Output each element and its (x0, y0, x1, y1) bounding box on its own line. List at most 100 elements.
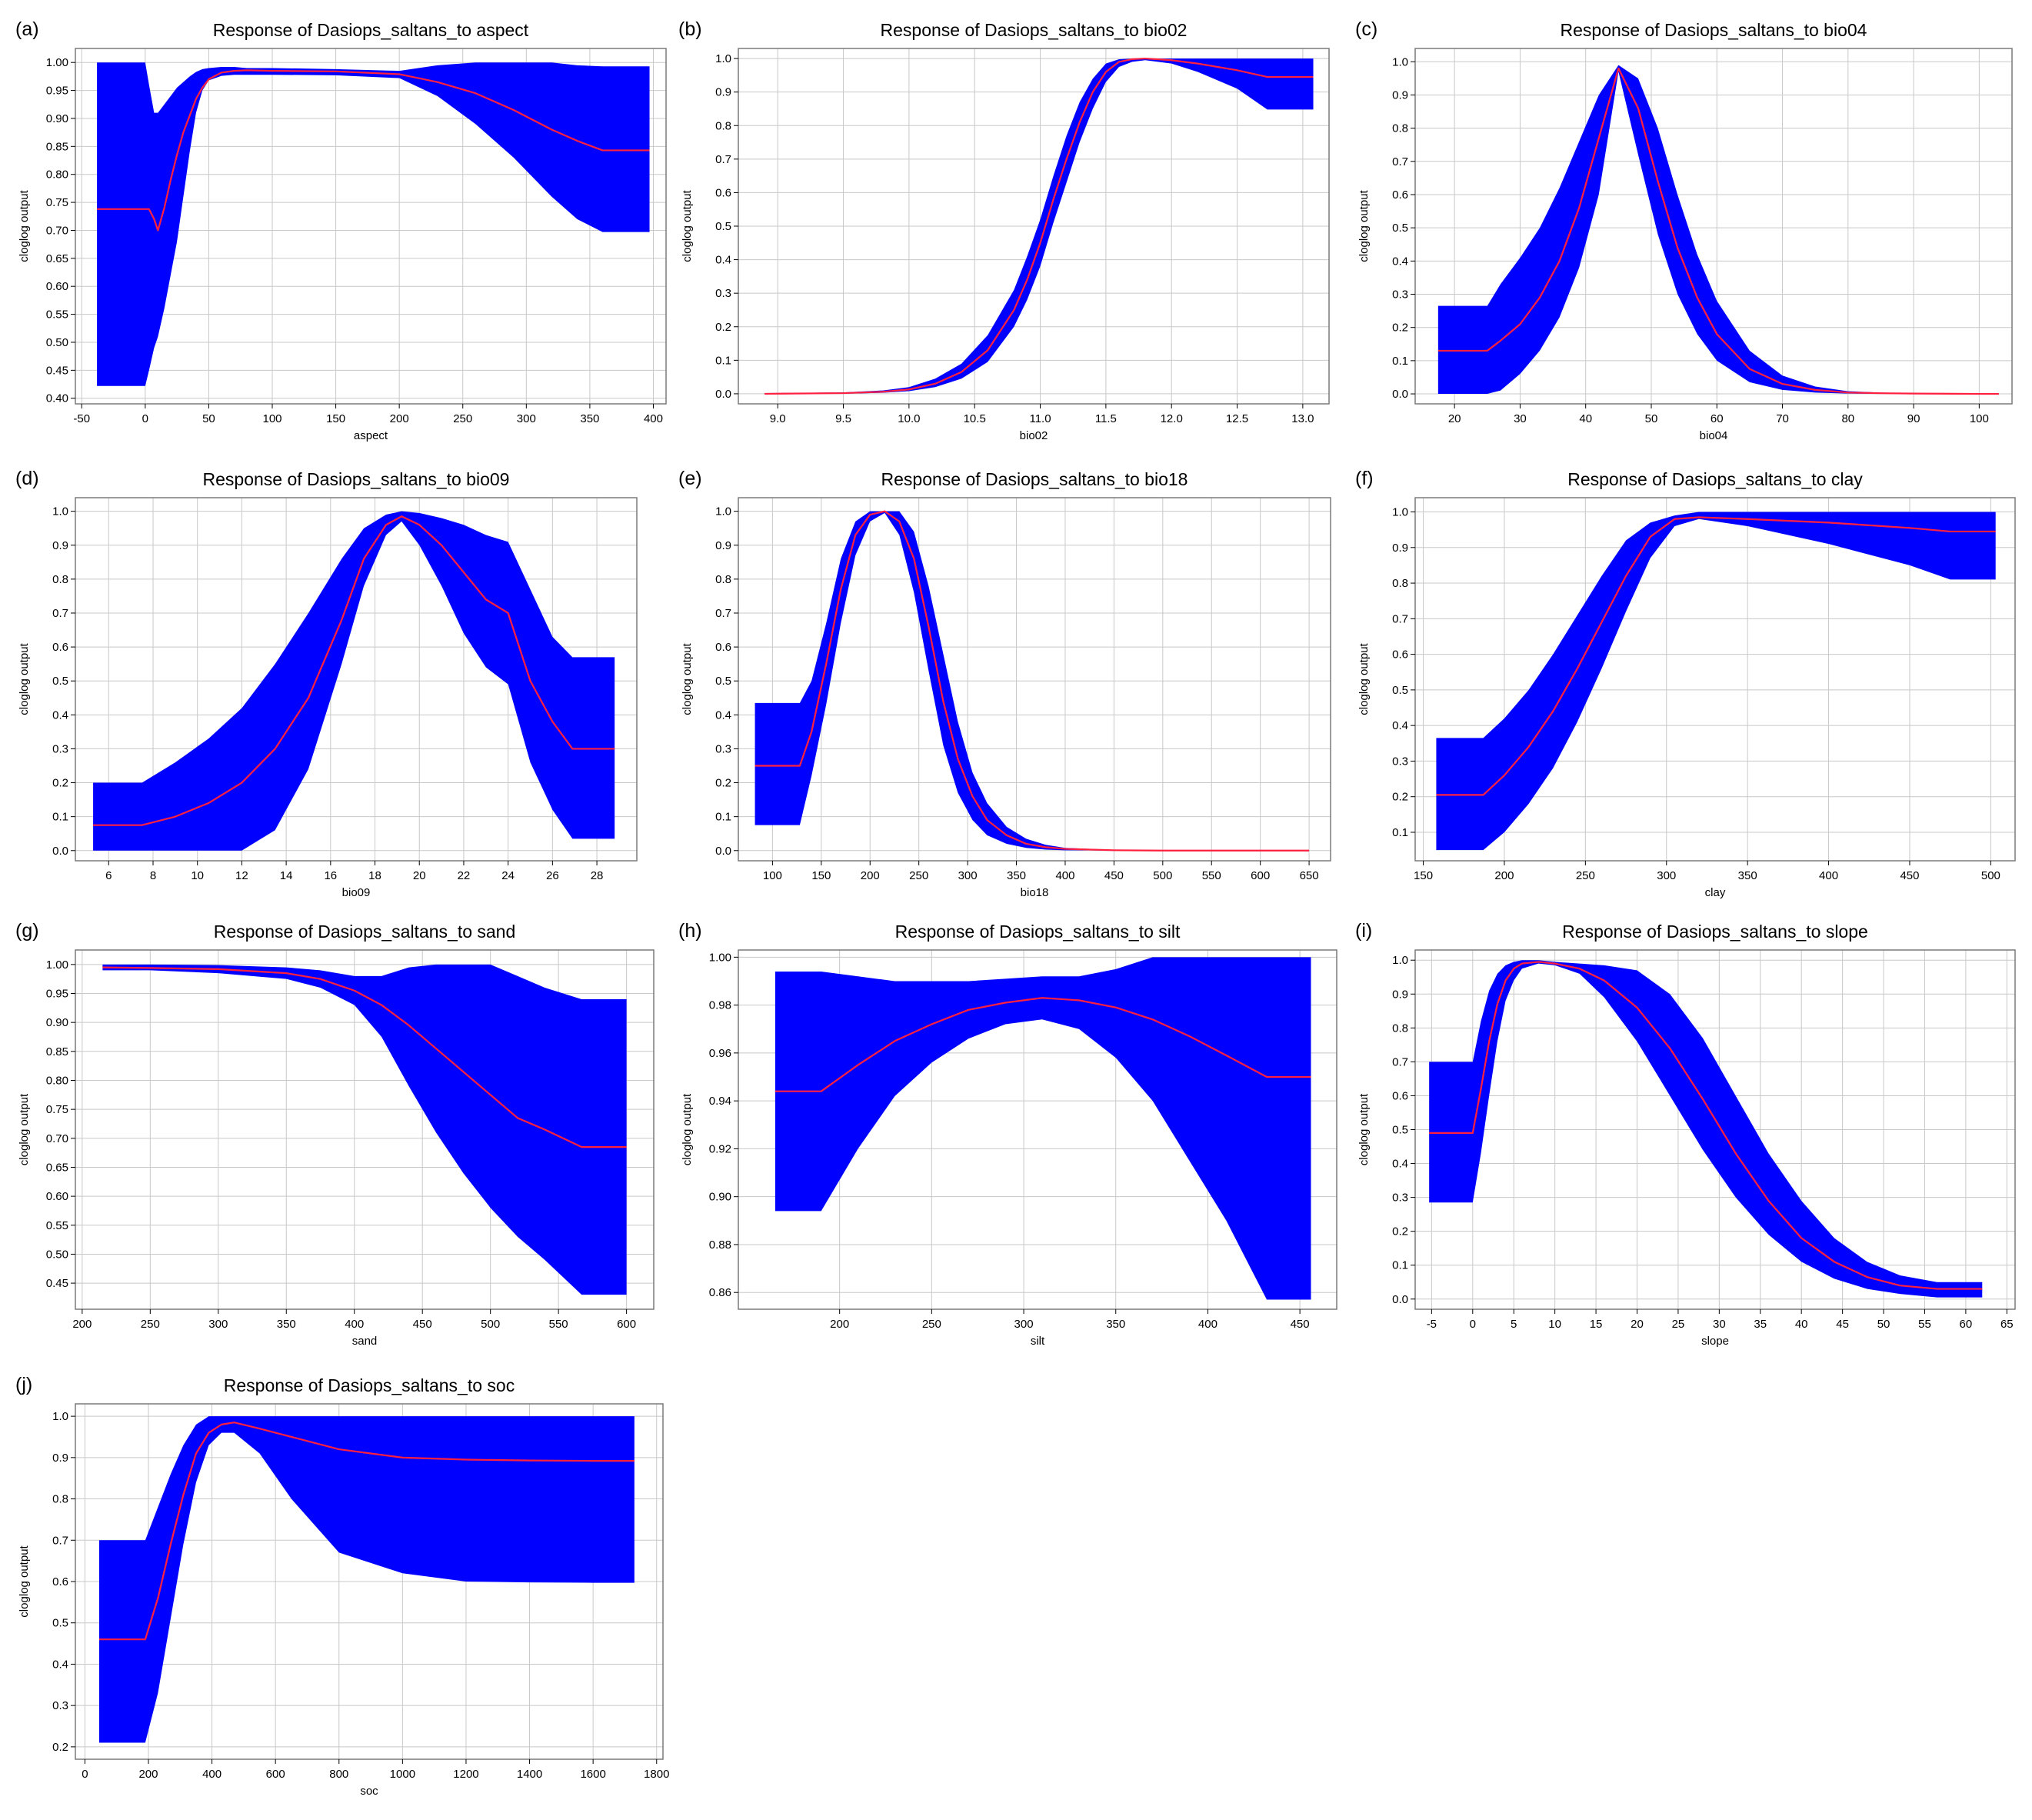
x-tick-label: 200 (138, 1768, 158, 1781)
x-tick-label: 250 (141, 1318, 160, 1331)
x-tick-label: 10.5 (964, 412, 986, 425)
x-tick-label: 600 (266, 1768, 285, 1781)
y-tick-label: 0.3 (1392, 1192, 1408, 1205)
panel-label: (d) (15, 468, 39, 489)
x-tick-label: 1000 (390, 1768, 415, 1781)
chart-title: Response of Dasiops_saltans_to aspect (213, 20, 529, 40)
y-axis-label: cloglog output (1357, 1093, 1371, 1165)
y-tick-label: 0.6 (52, 641, 68, 654)
chart-title: Response of Dasiops_saltans_to soc (224, 1375, 515, 1395)
y-tick-label: 0.3 (715, 287, 731, 300)
y-tick-label: 0.60 (46, 280, 68, 293)
y-tick-label: 0.65 (46, 1161, 68, 1174)
y-tick-label: 0.9 (52, 539, 68, 552)
x-axis-label: aspect (354, 429, 388, 442)
y-tick-label: 0.4 (52, 708, 68, 722)
plot-frame (75, 48, 667, 405)
y-tick-label: 1.0 (715, 52, 731, 65)
y-tick-label: 0.55 (46, 1219, 68, 1232)
y-tick-label: 0.95 (46, 85, 68, 98)
panel-g: 200 250 300 350 400 450 500 550 600 0.45 0.50 0.55 0… (15, 920, 655, 1348)
y-tick-label: 0.5 (1392, 222, 1408, 235)
x-tick-label: 350 (1106, 1318, 1125, 1331)
x-tick-label: 11.0 (1029, 412, 1051, 425)
y-axis-label: cloglog output (681, 1093, 694, 1165)
confidence-band (774, 957, 1311, 1300)
y-tick-label: 0.4 (715, 254, 731, 267)
y-tick-label: 0.1 (1392, 355, 1408, 368)
y-tick-label: 1.0 (52, 1410, 68, 1423)
y-tick-label: 0.7 (715, 607, 731, 620)
y-tick-label: 0.8 (1392, 577, 1408, 590)
y-tick-label: 0.6 (1392, 1089, 1408, 1102)
y-tick-label: 0.4 (715, 708, 731, 722)
x-tick-label: 26 (546, 869, 559, 882)
x-tick-label: 0 (142, 412, 148, 425)
panel-j: 0 200 400 600 800 1000 1200 1400 1600 1800 0.2 0.3 0… (15, 1374, 669, 1798)
x-tick-label: 50 (1645, 412, 1658, 425)
x-tick-label: 90 (1907, 412, 1920, 425)
x-tick-label: 15 (1590, 1318, 1603, 1331)
chart-title: Response of Dasiops_saltans_to bio18 (881, 469, 1188, 489)
x-tick-label: 500 (481, 1318, 500, 1331)
x-tick-label: 13.0 (1291, 412, 1314, 425)
x-tick-label: 30 (1713, 1318, 1726, 1331)
x-tick-label: 200 (861, 869, 880, 882)
x-tick-label: 5 (1511, 1318, 1517, 1331)
x-tick-label: 40 (1579, 412, 1592, 425)
y-tick-label: 1.0 (1392, 954, 1408, 967)
y-tick-label: 0.4 (1392, 1158, 1408, 1171)
y-tick-label: 0.92 (709, 1142, 731, 1155)
x-axis-label: sand (352, 1335, 378, 1348)
y-tick-label: 0.7 (52, 607, 68, 620)
x-tick-label: 200 (72, 1318, 92, 1331)
y-tick-label: 1.00 (46, 56, 68, 69)
y-tick-label: 0.8 (1392, 1022, 1408, 1035)
y-tick-label: 0.9 (1392, 88, 1408, 102)
panel-b: 9.0 9.5 10.0 10.5 11.0 11.5 12.0 12.5 13.0 0.0 0.1… (678, 18, 1330, 442)
y-tick-label: 0.60 (46, 1190, 68, 1203)
panel-c: 20 30 40 50 60 70 80 90 100 0.0 0.1 0.2 0.3 0.4 0.5 0.6… (1355, 18, 2013, 442)
x-tick-label: 200 (1494, 869, 1514, 882)
y-tick-label: 0.8 (715, 119, 731, 132)
y-tick-label: 0.0 (715, 388, 731, 401)
panel-f: 150 200 250 300 350 400 450 500 0.1 0.2 0.3 0.4 0.5 0… (1355, 468, 2016, 899)
y-tick-label: 0.3 (52, 742, 68, 755)
x-tick-label: 20 (413, 869, 426, 882)
x-tick-label: 250 (1576, 869, 1595, 882)
y-tick-label: 1.00 (46, 958, 68, 972)
y-tick-label: 0.70 (46, 1132, 68, 1145)
confidence-band (102, 964, 627, 1295)
x-tick-label: 12.0 (1161, 412, 1183, 425)
x-axis-label: bio18 (1021, 886, 1049, 899)
panel-e: 100 150 200 250 300 350 400 450 500 550 600 650 0.0 0… (678, 468, 1331, 899)
confidence-band (1429, 960, 1983, 1298)
y-tick-label: 0.70 (46, 224, 68, 237)
y-tick-label: 0.88 (709, 1238, 731, 1252)
x-tick-label: 10 (191, 869, 204, 882)
panel-label: (j) (15, 1374, 32, 1395)
y-tick-label: 0.8 (52, 573, 68, 586)
x-tick-label: 9.5 (835, 412, 851, 425)
y-tick-label: 0.5 (715, 220, 731, 233)
y-tick-label: 0.40 (46, 392, 68, 405)
confidence-band (93, 511, 615, 851)
y-tick-label: 0.6 (715, 641, 731, 654)
y-axis-label: cloglog output (18, 1545, 31, 1617)
x-tick-label: 250 (922, 1318, 941, 1331)
x-tick-label: -50 (73, 412, 90, 425)
x-axis-label: soc (360, 1785, 378, 1798)
y-tick-label: 0.1 (52, 811, 68, 824)
y-tick-label: 0.7 (1392, 155, 1408, 168)
x-tick-label: 12 (235, 869, 248, 882)
y-tick-label: 0.90 (46, 1016, 68, 1029)
x-tick-label: 300 (208, 1318, 228, 1331)
x-tick-label: 40 (1795, 1318, 1808, 1331)
y-tick-label: 0.96 (709, 1047, 731, 1060)
y-tick-label: 0.9 (715, 86, 731, 99)
y-axis-label: cloglog output (18, 1093, 31, 1165)
y-tick-label: 1.0 (1392, 506, 1408, 519)
x-tick-label: 80 (1841, 412, 1854, 425)
x-tick-label: 60 (1960, 1318, 1973, 1331)
x-tick-label: 450 (413, 1318, 432, 1331)
